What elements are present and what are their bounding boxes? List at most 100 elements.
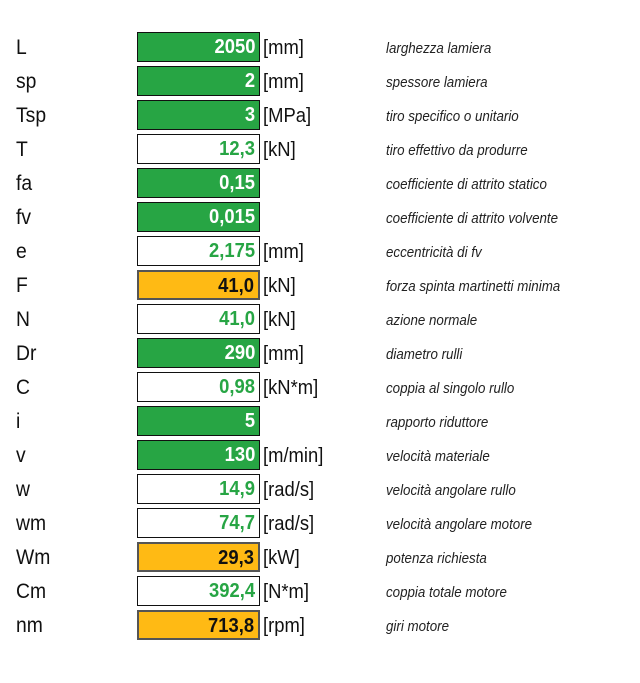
table-row: fa 0,15 coefficiente di attrito statico: [0, 167, 640, 201]
value-text: 392,4: [208, 580, 255, 602]
table-row: fv 0,015 coefficiente di attrito volvente: [0, 201, 640, 235]
description-label: azione normale: [386, 313, 478, 329]
value-text: 41,0: [218, 275, 254, 297]
value-cell[interactable]: 3: [137, 100, 260, 130]
description-label: spessore lamiera: [386, 75, 488, 91]
unit-label: [MPa]: [263, 105, 312, 127]
description-label: forza spinta martinetti minima: [386, 279, 561, 295]
value-cell[interactable]: 2050: [137, 32, 260, 62]
value-cell[interactable]: 41,0: [137, 270, 260, 300]
description-label: tiro specifico o unitario: [386, 109, 519, 125]
value-cell[interactable]: 5: [137, 406, 260, 436]
symbol-label: w: [16, 478, 30, 501]
symbol-label: fv: [16, 206, 32, 229]
symbol-label: N: [16, 308, 30, 331]
unit-label: [mm]: [263, 71, 304, 93]
description-label: eccentricità di fv: [386, 245, 482, 261]
unit-label: [m/min]: [263, 445, 324, 467]
unit-label: [rad/s]: [263, 513, 315, 535]
value-text: 0,015: [208, 206, 255, 228]
value-text: 0,15: [219, 172, 255, 194]
description-label: velocità materiale: [386, 449, 490, 465]
value-text: 14,9: [219, 478, 255, 500]
symbol-label: sp: [16, 70, 37, 93]
description-label: coefficiente di attrito statico: [386, 177, 547, 193]
description-label: velocità angolare rullo: [386, 483, 516, 499]
value-cell[interactable]: 12,3: [137, 134, 260, 164]
value-cell[interactable]: 0,015: [137, 202, 260, 232]
value-text: 12,3: [219, 138, 255, 160]
table-row: L 2050 [mm] larghezza lamiera: [0, 31, 640, 65]
description-label: velocità angolare motore: [386, 517, 533, 533]
value-cell[interactable]: 713,8: [137, 610, 260, 640]
unit-label: [mm]: [263, 37, 304, 59]
description-label: tiro effettivo da produrre: [386, 143, 528, 159]
table-row: F 41,0 [kN] forza spinta martinetti minima: [0, 269, 640, 303]
value-text: 130: [224, 444, 255, 466]
description-label: coppia al singolo rullo: [386, 381, 515, 397]
table-row: Cm 392,4 [N*m] coppia totale motore: [0, 575, 640, 609]
value-text: 2: [244, 70, 255, 92]
table-row: w 14,9 [rad/s] velocità angolare rullo: [0, 473, 640, 507]
table-row: nm 713,8 [rpm] giri motore: [0, 609, 640, 643]
description-label: potenza richiesta: [386, 551, 487, 567]
table-row: T 12,3 [kN] tiro effettivo da produrre: [0, 133, 640, 167]
value-cell[interactable]: 130: [137, 440, 260, 470]
table-row: v 130 [m/min] velocità materiale: [0, 439, 640, 473]
symbol-label: L: [16, 36, 27, 59]
symbol-label: fa: [16, 172, 33, 195]
table-row: wm 74,7 [rad/s] velocità angolare motore: [0, 507, 640, 541]
symbol-label: i: [16, 410, 21, 433]
unit-label: [rad/s]: [263, 479, 315, 501]
value-cell[interactable]: 0,98: [137, 372, 260, 402]
unit-label: [mm]: [263, 343, 304, 365]
value-cell[interactable]: 14,9: [137, 474, 260, 504]
symbol-label: Tsp: [16, 104, 47, 127]
value-cell[interactable]: 290: [137, 338, 260, 368]
table-row: C 0,98 [kN*m] coppia al singolo rullo: [0, 371, 640, 405]
symbol-label: C: [16, 376, 30, 399]
table-row: Dr 290 [mm] diametro rulli: [0, 337, 640, 371]
unit-label: [kW]: [263, 547, 300, 569]
value-cell[interactable]: 2: [137, 66, 260, 96]
unit-label: [kN]: [263, 309, 296, 331]
value-text: 29,3: [218, 547, 254, 569]
symbol-label: Dr: [16, 342, 37, 365]
symbol-label: F: [16, 274, 28, 297]
symbol-label: wm: [16, 512, 47, 535]
value-cell[interactable]: 74,7: [137, 508, 260, 538]
description-label: larghezza lamiera: [386, 41, 492, 57]
value-text: 41,0: [219, 308, 255, 330]
table-row: sp 2 [mm] spessore lamiera: [0, 65, 640, 99]
value-text: 2,175: [208, 240, 255, 262]
description-label: coppia totale motore: [386, 585, 507, 601]
description-label: coefficiente di attrito volvente: [386, 211, 559, 227]
symbol-label: T: [16, 138, 28, 161]
value-text: 2050: [214, 36, 255, 58]
symbol-label: nm: [16, 614, 43, 637]
value-text: 3: [244, 104, 255, 126]
table-row: i 5 rapporto riduttore: [0, 405, 640, 439]
table-row: Wm 29,3 [kW] potenza richiesta: [0, 541, 640, 575]
value-cell[interactable]: 29,3: [137, 542, 260, 572]
value-text: 5: [244, 410, 255, 432]
value-text: 0,98: [219, 376, 255, 398]
unit-label: [N*m]: [263, 581, 309, 603]
symbol-label: Cm: [16, 580, 47, 603]
unit-label: [rpm]: [263, 615, 305, 637]
value-cell[interactable]: 392,4: [137, 576, 260, 606]
unit-label: [mm]: [263, 241, 304, 263]
table-row: e 2,175 [mm] eccentricità di fv: [0, 235, 640, 269]
value-cell[interactable]: 41,0: [137, 304, 260, 334]
value-cell[interactable]: 0,15: [137, 168, 260, 198]
table-row: N 41,0 [kN] azione normale: [0, 303, 640, 337]
symbol-label: Wm: [16, 546, 51, 569]
value-text: 290: [224, 342, 255, 364]
parameter-table: L 2050 [mm] larghezza lamiera sp 2 [mm] spessor…: [0, 31, 640, 643]
description-label: giri motore: [386, 619, 450, 635]
table-row: Tsp 3 [MPa] tiro specifico o unitario: [0, 99, 640, 133]
value-text: 713,8: [207, 615, 254, 637]
value-cell[interactable]: 2,175: [137, 236, 260, 266]
unit-label: [kN*m]: [263, 377, 319, 399]
description-label: rapporto riduttore: [386, 415, 489, 431]
